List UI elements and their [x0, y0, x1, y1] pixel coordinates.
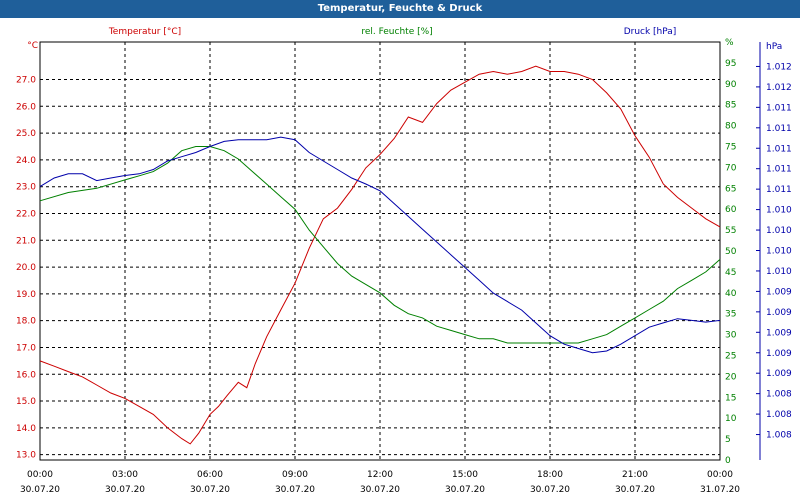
x-tick-time: 18:00	[537, 470, 563, 480]
humidity-tick-label: 40	[725, 289, 737, 299]
pressure-tick-label: 1.010	[766, 226, 792, 236]
humidity-tick-label: 65	[725, 184, 736, 194]
pressure-tick-label: 1.011	[766, 165, 792, 175]
temperature-tick-label: 19.0	[16, 290, 36, 300]
temperature-tick-label: 25.0	[16, 129, 36, 139]
temperature-tick-label: 15.0	[16, 397, 36, 407]
temperature-tick-label: 24.0	[16, 156, 36, 166]
pressure-tick-label: 1.008	[766, 410, 792, 420]
x-tick-time: 00:00	[27, 470, 53, 480]
humidity-tick-label: 60	[725, 205, 737, 215]
pressure-tick-label: 1.011	[766, 185, 792, 195]
x-tick-date: 31.07.20	[700, 485, 740, 495]
humidity-tick-label: 20	[725, 372, 737, 382]
plot-frame	[39, 41, 721, 461]
temperature-tick-label: 21.0	[16, 236, 36, 246]
humidity-tick-label: 95	[725, 59, 736, 69]
window-title-bar: Temperatur, Feuchte & Druck	[0, 0, 800, 18]
x-tick-date: 30.07.20	[445, 485, 485, 495]
pressure-tick-label: 1.008	[766, 390, 792, 400]
axis-labels: Temperatur [°C] rel. Feuchte [%] Druck [hP…	[108, 27, 676, 37]
series-line-pressure	[39, 136, 721, 354]
temperature-tick-label: 18.0	[16, 317, 36, 327]
pressure-tick-label: 1.010	[766, 206, 792, 216]
humidity-tick-label: 85	[725, 101, 736, 111]
humidity-tick-label: 45	[725, 268, 736, 278]
pressure-tick-label: 1.009	[766, 349, 792, 359]
series-line-temperature	[39, 65, 721, 445]
x-tick-time: 12:00	[367, 470, 393, 480]
humidity-tick-label: 25	[725, 352, 736, 362]
pressure-tick-label: 1.011	[766, 103, 792, 113]
x-tick-date: 30.07.20	[190, 485, 230, 495]
humidity-tick-label: 70	[725, 163, 737, 173]
humidity-tick-label: 30	[725, 331, 737, 341]
pressure-axis-label: Druck [hPa]	[624, 27, 677, 37]
humidity-tick-label: 15	[725, 393, 736, 403]
pressure-tick-label: 1.009	[766, 287, 792, 297]
temperature-unit-label: °C	[27, 41, 38, 51]
x-tick-date: 30.07.20	[105, 485, 145, 495]
temperature-axis-label: Temperatur [°C]	[108, 27, 181, 37]
humidity-axis-label: rel. Feuchte [%]	[361, 27, 432, 37]
x-tick-time: 03:00	[112, 470, 138, 480]
temperature-tick-label: 20.0	[16, 263, 36, 273]
temperature-tick-label: 17.0	[16, 343, 36, 353]
pressure-tick-label: 1.009	[766, 308, 792, 318]
x-tick-date: 30.07.20	[360, 485, 400, 495]
pressure-tick-label: 1.011	[766, 124, 792, 134]
humidity-tick-label: 75	[725, 143, 736, 153]
pressure-tick-label: 1.010	[766, 267, 792, 277]
pressure-tick-label: 1.010	[766, 247, 792, 257]
pressure-tick-label: 1.008	[766, 431, 792, 441]
humidity-tick-label: %	[725, 38, 734, 48]
humidity-tick-label: 90	[725, 80, 737, 90]
humidity-tick-label: 35	[725, 310, 736, 320]
temperature-tick-label: 26.0	[16, 102, 36, 112]
pressure-tick-label: 1.011	[766, 144, 792, 154]
x-tick-time: 00:00	[707, 470, 733, 480]
temperature-tick-label: 13.0	[16, 451, 36, 461]
humidity-tick-label: 80	[725, 122, 737, 132]
temperature-tick-label: 16.0	[16, 370, 36, 380]
axes: 00:00 30.07.20 03:00 30.07.20 06:00 30.07.20 0…	[16, 38, 792, 495]
pressure-tick-label: 1.012	[766, 83, 792, 93]
temperature-tick-label: 23.0	[16, 183, 36, 193]
humidity-tick-label: 0	[725, 456, 731, 466]
x-tick-date: 30.07.20	[530, 485, 570, 495]
pressure-tick-label: 1.009	[766, 369, 792, 379]
humidity-tick-label: 50	[725, 247, 737, 257]
humidity-tick-label: 10	[725, 414, 737, 424]
series-line-humidity	[39, 146, 721, 344]
temperature-tick-label: 14.0	[16, 424, 36, 434]
humidity-tick-label: 5	[725, 435, 731, 445]
temperature-tick-label: 27.0	[16, 76, 36, 86]
x-tick-date: 30.07.20	[615, 485, 655, 495]
temperature-tick-label: 22.0	[16, 209, 36, 219]
series-group	[39, 65, 721, 445]
pressure-tick-label: hPa	[766, 42, 782, 52]
x-tick-date: 30.07.20	[275, 485, 315, 495]
x-tick-time: 21:00	[622, 470, 648, 480]
x-tick-time: 06:00	[197, 470, 223, 480]
humidity-tick-label: 55	[725, 226, 736, 236]
x-tick-date: 30.07.20	[20, 485, 60, 495]
grid	[40, 42, 720, 460]
x-tick-time: 09:00	[282, 470, 308, 480]
pressure-tick-label: 1.009	[766, 328, 792, 338]
pressure-tick-label: 1.012	[766, 62, 792, 72]
x-tick-time: 15:00	[452, 470, 478, 480]
